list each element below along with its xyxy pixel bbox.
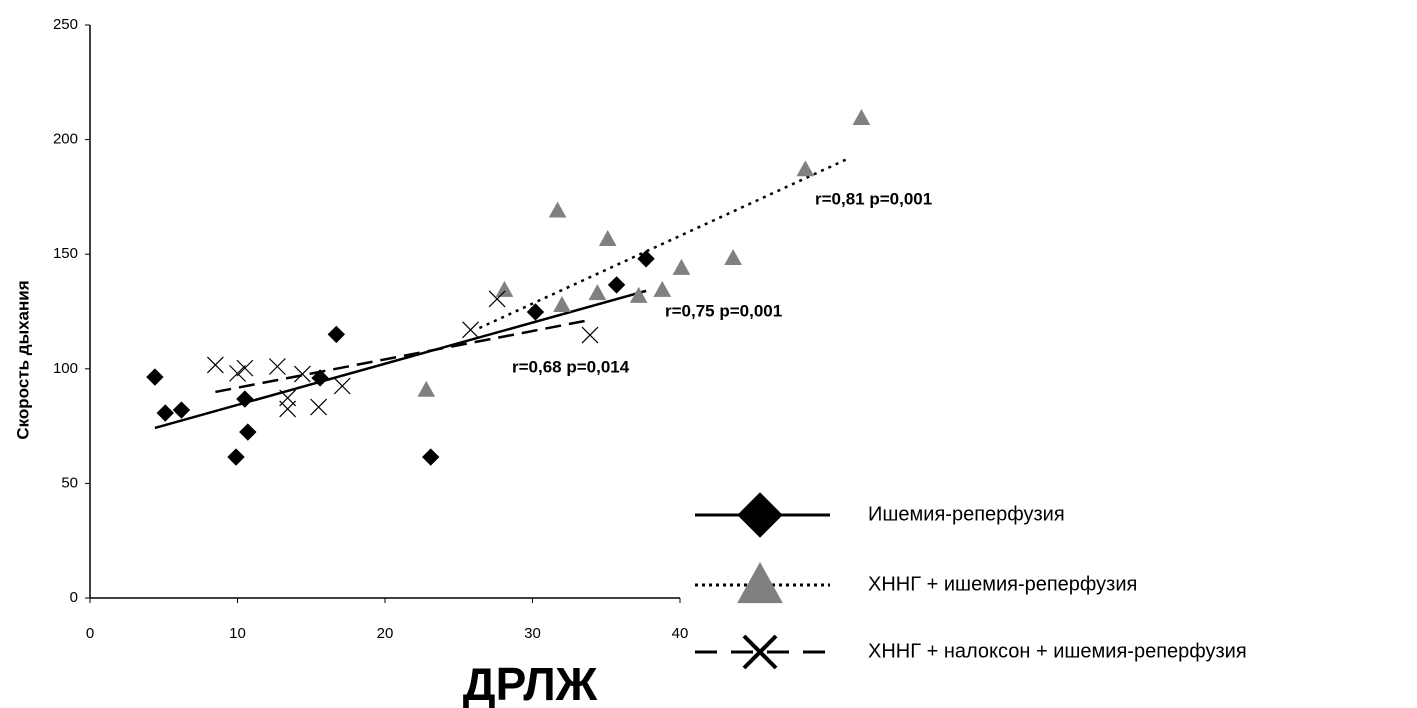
x-tick-label: 0 bbox=[86, 625, 94, 642]
marker bbox=[495, 280, 514, 297]
legend-label: ХННГ + ишемия-реперфузия bbox=[868, 573, 1137, 595]
marker bbox=[327, 325, 346, 344]
marker bbox=[526, 303, 545, 321]
y-tick-label: 200 bbox=[53, 131, 78, 148]
annotation: r=0,68 p=0,014 bbox=[512, 357, 630, 376]
marker bbox=[310, 398, 328, 416]
y-axis-label: Скорость дыхания bbox=[13, 280, 32, 439]
marker bbox=[672, 258, 691, 275]
legend-label: ХННГ + налоксон + ишемия-реперфузия bbox=[868, 640, 1247, 662]
marker bbox=[588, 284, 607, 301]
marker bbox=[239, 423, 257, 441]
y-tick-label: 250 bbox=[53, 16, 78, 33]
marker bbox=[146, 368, 164, 386]
y-tick-label: 50 bbox=[61, 474, 78, 491]
x-tick-label: 10 bbox=[229, 625, 246, 642]
marker bbox=[852, 109, 871, 125]
marker bbox=[653, 280, 672, 297]
trend-line bbox=[215, 318, 591, 394]
marker bbox=[172, 401, 191, 419]
y-tick-label: 100 bbox=[53, 360, 78, 377]
marker bbox=[488, 290, 506, 308]
marker bbox=[229, 364, 246, 382]
legend-label: Ишемия-реперфузия bbox=[868, 503, 1065, 525]
marker bbox=[598, 230, 617, 246]
marker bbox=[236, 359, 254, 377]
y-tick-label: 150 bbox=[53, 245, 78, 262]
marker bbox=[417, 380, 436, 397]
x-axis-label: ДРЛЖ bbox=[463, 658, 598, 708]
annotation: r=0,75 p=0,001 bbox=[665, 301, 782, 320]
y-tick-label: 0 bbox=[70, 589, 78, 606]
marker bbox=[227, 448, 245, 466]
x-tick-label: 20 bbox=[377, 625, 394, 642]
marker bbox=[279, 400, 297, 418]
marker bbox=[311, 369, 329, 387]
trend-line bbox=[154, 289, 647, 430]
marker bbox=[737, 561, 783, 604]
marker bbox=[637, 250, 655, 268]
marker bbox=[607, 276, 626, 294]
marker bbox=[333, 377, 351, 395]
marker bbox=[156, 404, 174, 422]
marker bbox=[629, 286, 648, 303]
marker bbox=[548, 201, 567, 218]
marker bbox=[268, 358, 286, 375]
marker bbox=[236, 390, 254, 408]
x-tick-label: 40 bbox=[672, 625, 689, 642]
marker bbox=[553, 296, 571, 312]
marker bbox=[742, 634, 778, 670]
marker bbox=[724, 249, 742, 265]
marker bbox=[422, 448, 440, 466]
marker bbox=[293, 365, 311, 383]
annotation: r=0,81 p=0,001 bbox=[815, 189, 932, 208]
marker bbox=[206, 356, 224, 374]
x-tick-label: 30 bbox=[524, 625, 541, 642]
marker bbox=[737, 492, 783, 538]
marker bbox=[462, 321, 479, 339]
marker bbox=[796, 160, 815, 177]
marker bbox=[581, 326, 599, 344]
